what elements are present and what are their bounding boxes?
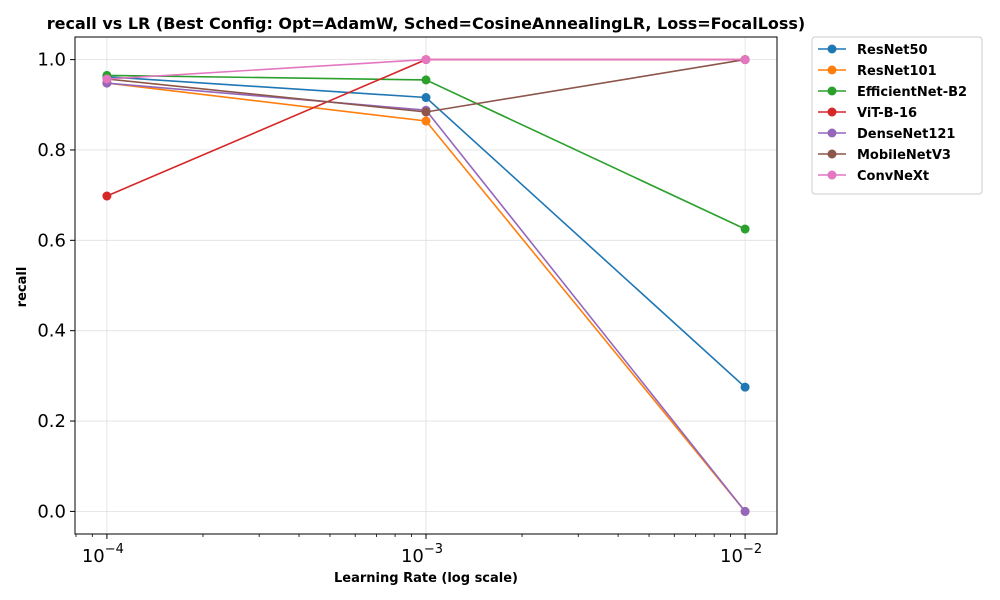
legend-item: ResNet101 <box>818 64 937 79</box>
y-axis-label: recall <box>15 267 30 308</box>
y-tick-label: 0.8 <box>37 140 66 161</box>
legend-label: MobileNetV3 <box>857 148 951 163</box>
x-tick-label: 10−3 <box>401 542 443 567</box>
legend: ResNet50 ResNet101 EfficientNet-B2 ViT-B-16… <box>811 36 983 195</box>
axes <box>70 36 778 539</box>
legend-label: EfficientNet-B2 <box>857 85 967 100</box>
data-point <box>421 55 431 65</box>
data-point <box>102 191 112 201</box>
legend-swatch-marker <box>827 44 837 54</box>
legend-item: EfficientNet-B2 <box>818 85 967 100</box>
legend-swatch-marker <box>827 149 837 159</box>
data-point <box>421 93 431 103</box>
legend-item: ViT-B-16 <box>818 106 917 121</box>
data-point <box>421 75 431 85</box>
data-point <box>740 382 750 392</box>
y-tick-label: 1.0 <box>37 50 66 71</box>
legend-item: ConvNeXt <box>818 169 929 184</box>
x-axis-label: Learning Rate (log scale) <box>334 571 518 586</box>
series-convnext <box>102 55 750 84</box>
data-point <box>421 107 431 117</box>
legend-swatch-marker <box>827 65 837 75</box>
y-tick-label: 0.4 <box>37 321 66 342</box>
legend-swatch-marker <box>827 128 837 138</box>
legend-label: ViT-B-16 <box>857 106 917 121</box>
legend-label: ConvNeXt <box>857 169 929 184</box>
legend-swatch-marker <box>827 107 837 117</box>
chart-title: recall vs LR (Best Config: Opt=AdamW, Sc… <box>47 14 806 33</box>
data-point <box>740 224 750 234</box>
legend-label: ResNet50 <box>857 43 928 58</box>
legend-swatch-marker <box>827 170 837 180</box>
legend-label: ResNet101 <box>857 64 937 79</box>
legend-label: DenseNet121 <box>857 127 955 142</box>
y-tick-label: 0.0 <box>37 501 66 522</box>
y-tick-label: 0.2 <box>37 411 66 432</box>
legend-item: MobileNetV3 <box>818 148 951 163</box>
plot-frame <box>74 36 778 535</box>
legend-item: DenseNet121 <box>818 127 955 142</box>
data-point <box>102 74 112 84</box>
data-point <box>740 55 750 65</box>
y-tick-label: 0.6 <box>37 230 66 251</box>
legend-item: ResNet50 <box>818 43 928 58</box>
x-tick-label: 10−2 <box>720 542 762 567</box>
data-point <box>740 506 750 516</box>
tick-labels: 0.0 0.2 0.4 0.6 0.8 1.0 10−4 10−3 10−2 <box>37 50 762 567</box>
x-tick-label: 10−4 <box>82 542 124 567</box>
series-lines <box>102 55 750 516</box>
data-point <box>421 116 431 126</box>
legend-swatch-marker <box>827 86 837 96</box>
legend-box <box>811 36 983 195</box>
